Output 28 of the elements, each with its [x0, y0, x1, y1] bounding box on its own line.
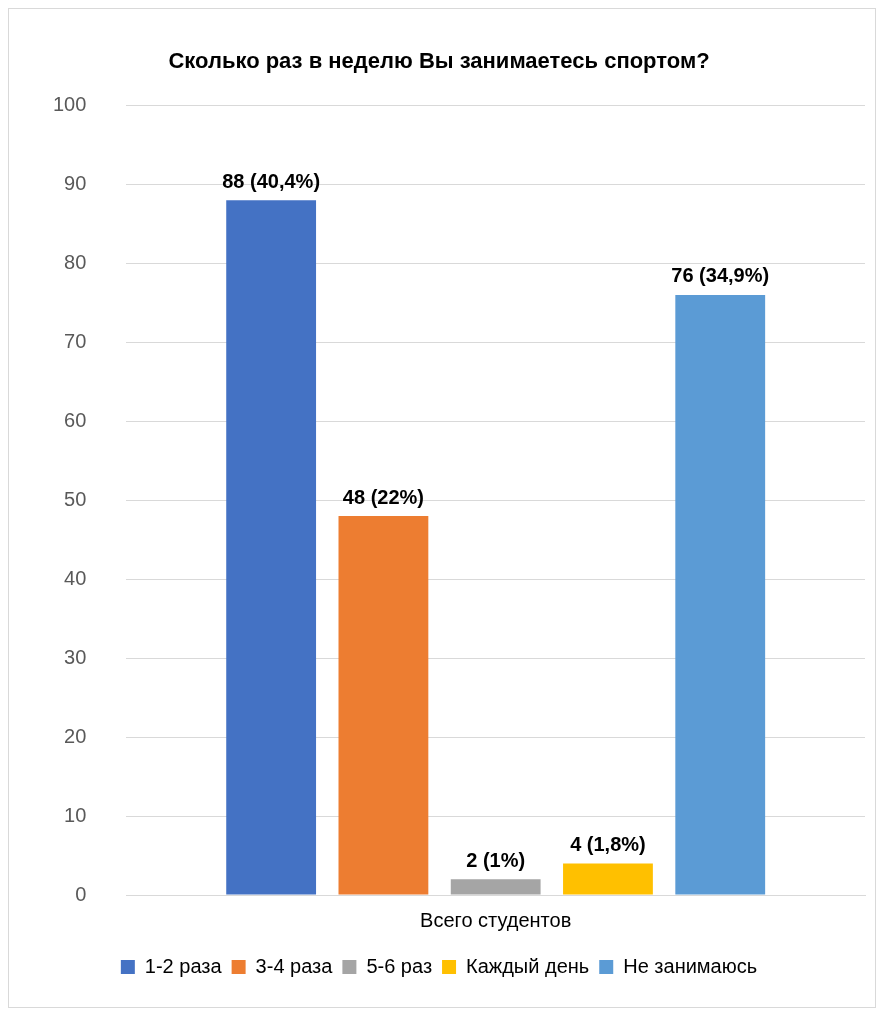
- y-tick-label: 70: [64, 329, 87, 352]
- legend-label: Каждый день: [466, 954, 590, 977]
- y-tick-label: 20: [64, 724, 87, 747]
- y-tick-label: 40: [64, 566, 87, 589]
- y-tick-label: 90: [64, 171, 87, 194]
- y-tick-label: 50: [64, 487, 87, 510]
- legend-label: 1-2 раза: [144, 954, 223, 977]
- y-tick-label: 0: [75, 882, 87, 905]
- bar: [675, 294, 766, 895]
- legend-label: 5-6 раз: [366, 954, 433, 977]
- y-tick-label: 30: [64, 645, 87, 668]
- bar: [338, 515, 429, 895]
- y-tick-label: 100: [52, 92, 87, 115]
- bar: [226, 200, 317, 895]
- bar: [563, 863, 653, 895]
- data-label: 4 (1,8%): [570, 832, 646, 855]
- data-label: 48 (22%): [342, 485, 424, 508]
- legend-label: Не занимаюсь: [623, 954, 758, 977]
- bar: [450, 879, 541, 895]
- data-label: 2 (1%): [466, 848, 526, 871]
- legend-label: 3-4 раза: [255, 954, 334, 977]
- chart-title: Сколько раз в неделю Вы занимаетесь спортом?: [168, 48, 710, 74]
- data-label: 76 (34,9%): [671, 264, 770, 287]
- y-tick-label: 80: [64, 250, 87, 273]
- x-tick-label: Всего студентов: [420, 908, 572, 931]
- y-tick-label: 60: [64, 408, 87, 431]
- data-label: 88 (40,4%): [222, 169, 321, 192]
- y-tick-label: 10: [64, 803, 87, 826]
